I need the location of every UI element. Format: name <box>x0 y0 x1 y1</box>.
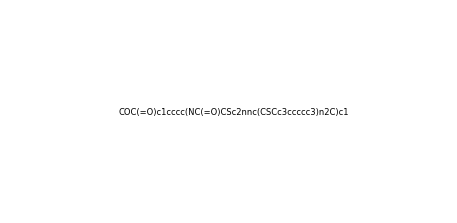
Text: COC(=O)c1cccc(NC(=O)CSc2nnc(CSCc3ccccc3)n2C)c1: COC(=O)c1cccc(NC(=O)CSc2nnc(CSCc3ccccc3)… <box>119 108 350 117</box>
